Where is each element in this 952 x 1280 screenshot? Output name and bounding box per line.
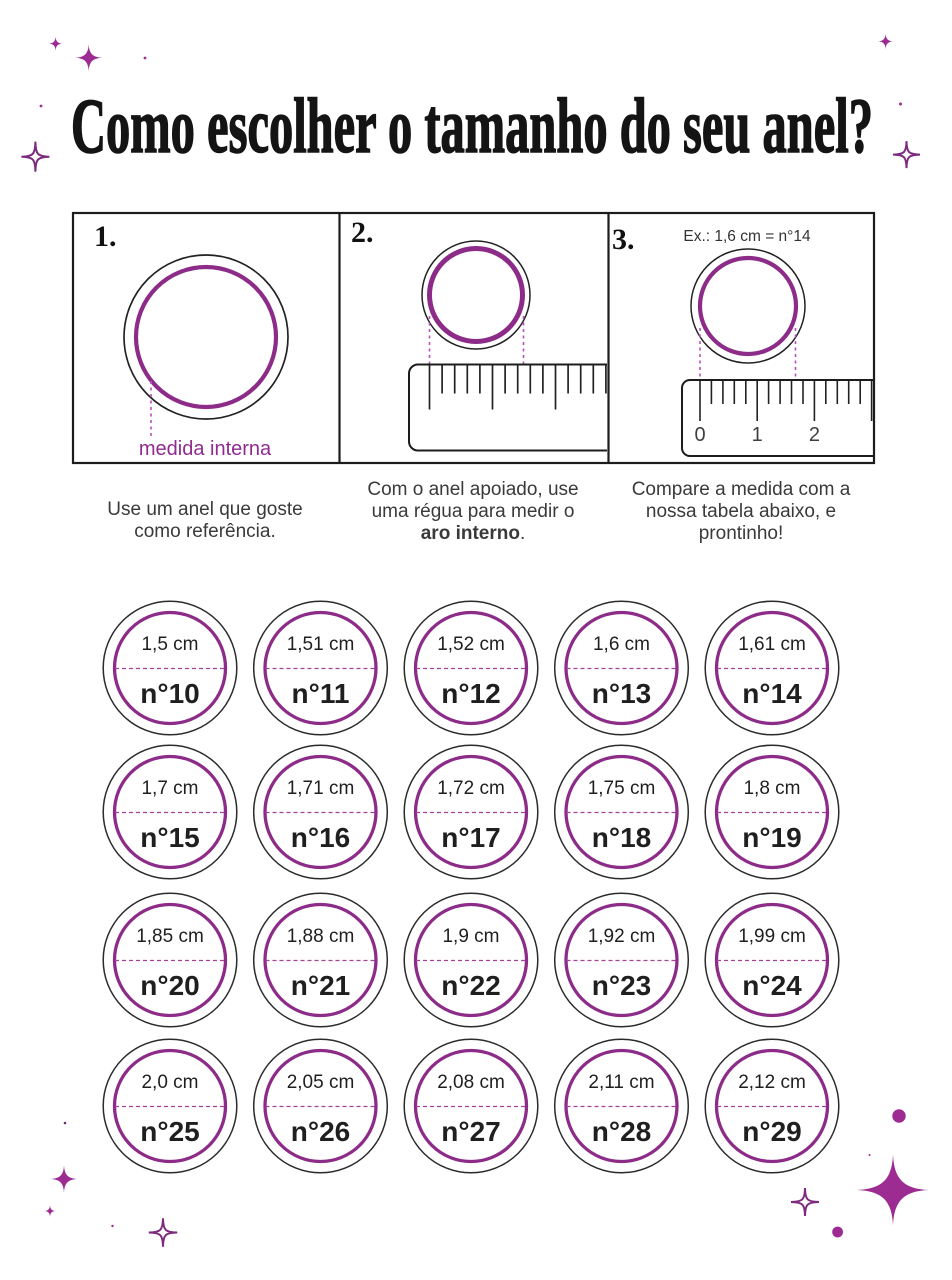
svg-text:1,88 cm: 1,88 cm <box>287 926 355 947</box>
svg-text:n°22: n°22 <box>441 970 500 1001</box>
svg-text:1,99 cm: 1,99 cm <box>738 926 806 947</box>
svg-text:n°19: n°19 <box>742 822 801 853</box>
svg-text:n°14: n°14 <box>742 678 802 709</box>
svg-text:3.: 3. <box>612 223 635 256</box>
svg-text:1,75 cm: 1,75 cm <box>588 778 656 799</box>
svg-text:2.: 2. <box>351 216 374 249</box>
svg-text:n°18: n°18 <box>592 822 651 853</box>
svg-text:1,85 cm: 1,85 cm <box>136 926 204 947</box>
svg-text:1,8 cm: 1,8 cm <box>743 778 800 799</box>
svg-text:2,08 cm: 2,08 cm <box>437 1072 505 1093</box>
svg-text:2,11 cm: 2,11 cm <box>588 1072 654 1093</box>
svg-text:n°17: n°17 <box>441 822 500 853</box>
svg-text:1: 1 <box>752 424 763 446</box>
svg-text:n°29: n°29 <box>742 1116 801 1147</box>
svg-text:n°24: n°24 <box>742 970 802 1001</box>
svg-text:1,72 cm: 1,72 cm <box>437 778 505 799</box>
svg-text:n°26: n°26 <box>291 1116 350 1147</box>
svg-text:2,0 cm: 2,0 cm <box>141 1072 198 1093</box>
svg-text:medida interna: medida interna <box>139 438 272 460</box>
svg-text:2,12 cm: 2,12 cm <box>738 1072 806 1093</box>
svg-text:1,51 cm: 1,51 cm <box>287 634 355 655</box>
svg-text:1,5 cm: 1,5 cm <box>141 634 198 655</box>
svg-text:n°15: n°15 <box>140 822 199 853</box>
svg-text:n°16: n°16 <box>291 822 350 853</box>
svg-text:n°27: n°27 <box>441 1116 500 1147</box>
svg-text:1,9 cm: 1,9 cm <box>442 926 499 947</box>
svg-text:1,52 cm: 1,52 cm <box>437 634 505 655</box>
svg-text:n°23: n°23 <box>592 970 651 1001</box>
svg-text:2,05 cm: 2,05 cm <box>287 1072 355 1093</box>
svg-text:n°12: n°12 <box>441 678 500 709</box>
svg-text:1,7 cm: 1,7 cm <box>141 778 198 799</box>
svg-text:n°11: n°11 <box>292 678 350 709</box>
svg-text:0: 0 <box>694 424 705 446</box>
svg-text:1,71 cm: 1,71 cm <box>287 778 355 799</box>
svg-text:n°20: n°20 <box>140 970 199 1001</box>
svg-text:1.: 1. <box>94 220 117 253</box>
svg-text:Ex.: 1,6 cm = n°14: Ex.: 1,6 cm = n°14 <box>683 228 811 245</box>
svg-text:Como escolher o tamanho do seu: Como escolher o tamanho do seu anel? <box>71 82 873 169</box>
svg-text:n°10: n°10 <box>140 678 199 709</box>
svg-text:n°28: n°28 <box>592 1116 651 1147</box>
svg-text:1,61 cm: 1,61 cm <box>738 634 806 655</box>
svg-text:2: 2 <box>809 424 820 446</box>
svg-text:n°25: n°25 <box>140 1116 199 1147</box>
svg-text:n°13: n°13 <box>592 678 651 709</box>
svg-text:n°21: n°21 <box>291 970 350 1001</box>
svg-text:1,6 cm: 1,6 cm <box>593 634 650 655</box>
svg-text:1,92 cm: 1,92 cm <box>588 926 656 947</box>
